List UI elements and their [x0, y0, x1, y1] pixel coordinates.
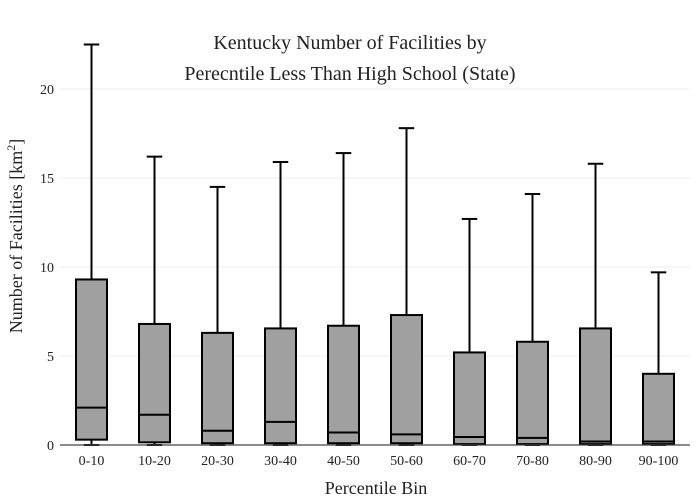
box-iqr [390, 314, 423, 445]
x-tick-label: 30-40 [264, 454, 297, 469]
box-80-90 [579, 162, 612, 446]
x-tick-label: 10-20 [138, 454, 171, 469]
x-tick-label: 70-80 [516, 454, 549, 469]
box-10-20 [138, 155, 171, 446]
x-tick-labels: 0-10 10-20 20-30 30-40 40-50 50-60 60-70 70-80 8… [79, 454, 679, 469]
box-30-40 [264, 160, 297, 446]
box-iqr [75, 278, 108, 441]
chart-title-line-2: Perecntile Less Than High School (State) [184, 63, 515, 85]
x-tick-label: 40-50 [327, 454, 360, 469]
box-series [75, 43, 675, 446]
box-20-30 [201, 185, 234, 446]
box-0-10 [75, 43, 108, 446]
y-axis-title-main: Number of Facilities [km [6, 151, 26, 333]
x-tick-label: 80-90 [579, 454, 612, 469]
y-tick-labels: 0 5 10 15 20 [40, 83, 54, 454]
box-40-50 [327, 152, 360, 446]
box-iqr [201, 331, 234, 445]
box-iqr [453, 351, 486, 446]
chart-title-line-1: Kentucky Number of Facilities by [213, 32, 486, 54]
x-axis-title: Percentile Bin [325, 478, 427, 498]
y-axis-title: Number of Facilities [km2] [4, 139, 26, 333]
box-iqr [516, 340, 549, 446]
y-axis-title-end: ] [6, 139, 26, 145]
box-iqr [264, 327, 297, 445]
x-tick-label: 90-100 [639, 454, 679, 469]
box-70-80 [516, 193, 549, 446]
y-axis-title-sup: 2 [4, 145, 18, 151]
box-50-60 [390, 127, 423, 446]
box-90-100 [642, 271, 675, 446]
box-iqr [579, 327, 612, 446]
y-tick-label: 0 [47, 439, 54, 454]
y-tick-label: 15 [40, 172, 54, 187]
x-tick-label: 60-70 [453, 454, 486, 469]
x-tick-label: 50-60 [390, 454, 423, 469]
box-iqr [327, 324, 360, 445]
y-tick-label: 5 [47, 350, 54, 365]
box-iqr [138, 322, 171, 444]
x-tick-label: 20-30 [201, 454, 234, 469]
y-tick-label: 10 [40, 261, 54, 276]
y-tick-label: 20 [40, 83, 54, 98]
box-60-70 [453, 217, 486, 446]
x-tick-label: 0-10 [79, 454, 105, 469]
box-iqr [642, 372, 675, 446]
